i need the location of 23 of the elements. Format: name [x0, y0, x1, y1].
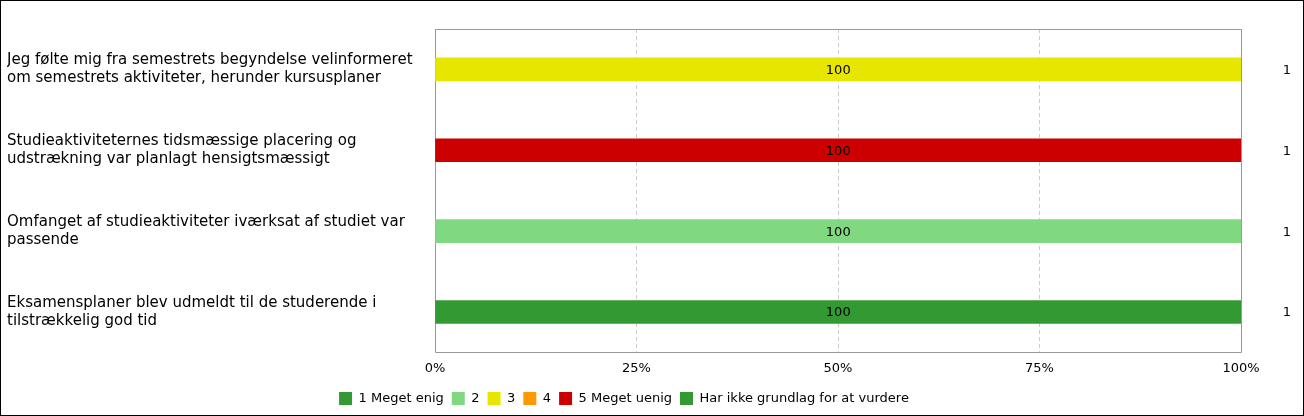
legend-label: Har ikke grundlag for at vurdere [699, 389, 909, 405]
legend-label: 2 [471, 389, 480, 405]
legend-label: 5 Meget uenig [578, 389, 673, 405]
x-tick-label: 0% [424, 359, 446, 375]
data-label: 100 [825, 304, 851, 320]
y-tick-label: Omfanget af studieaktiviteter iværksat af studiet var passende [7, 212, 406, 249]
text: 1 [1282, 304, 1292, 320]
x-tick-label: 75% [1025, 359, 1054, 375]
x-tick-label: 100% [1222, 359, 1260, 375]
y-tick-label: Studieaktiviteternes tidsmæssige placering og udstrækning var planlagt hensigtsmæssigt [7, 131, 357, 168]
text: 1 [1282, 142, 1292, 158]
text: 1 [1282, 61, 1292, 77]
data-label: 100 [825, 61, 851, 77]
data-label: 100 [825, 223, 851, 239]
data-label: 100 [825, 142, 851, 158]
x-tick-label: 50% [823, 359, 853, 375]
legend-label: 1 Meget enig [358, 389, 444, 405]
legend-label: 4 [542, 389, 552, 405]
x-tick-label: 25% [622, 359, 651, 375]
y-tick-label: Eksamensplaner blev udmeldt til de studerende i tilstrækkelig god tid [7, 292, 377, 329]
legend-label: 3 [507, 389, 516, 405]
text: 1 [1282, 223, 1292, 239]
y-tick-label: Jeg følte mig fra semestrets begyndelse velinformeret om semestrets aktiviteter, herunder kursusplaner [6, 50, 413, 87]
